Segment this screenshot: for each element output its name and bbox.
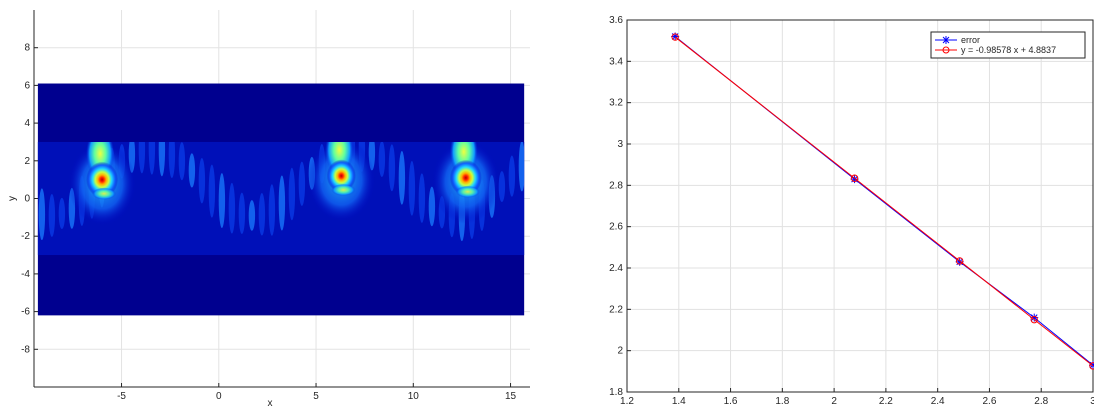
hotspot-lobe-0 — [92, 187, 117, 200]
y-tick-label-9: 3.6 — [609, 15, 623, 26]
legend-label-1: y = -0.98578 x + 4.8837 — [961, 45, 1056, 55]
series-1-point-0 — [671, 33, 679, 41]
x-tick-label-2: 1.6 — [724, 396, 738, 407]
x-tick-label-0: 1.2 — [620, 396, 634, 407]
ripple-19 — [228, 182, 236, 234]
heatmap-axes: -5 0 5 10 15 -8 -6 -4 -2 0 2 4 6 8 x y — [7, 10, 530, 409]
ripple-47 — [508, 155, 516, 197]
ripple-39 — [428, 186, 436, 227]
ripple-13 — [168, 141, 176, 179]
x-tick-label-8: 2.8 — [1034, 396, 1048, 407]
y-tick-label-2: 2.2 — [609, 304, 623, 315]
y-axis-label: y — [7, 196, 18, 201]
ripple-46 — [498, 171, 506, 203]
x-tick-label-6: 2.4 — [931, 396, 945, 407]
legend-marker-0 — [942, 36, 950, 44]
ripple-23 — [268, 184, 276, 236]
ripple-34 — [378, 141, 386, 177]
ripple-11 — [148, 141, 156, 175]
x-tick-label-4: 2 — [831, 396, 837, 407]
series-1-point-1 — [850, 174, 859, 182]
y-tick-label-1: 2 — [617, 346, 623, 357]
x-tick-label-2: 5 — [313, 391, 319, 402]
ripple-25 — [288, 167, 296, 221]
x-axis-label: x — [268, 398, 273, 408]
ripple-37 — [408, 161, 416, 216]
y-tick-label-8: 8 — [24, 43, 30, 54]
y-tick-label-2: -4 — [21, 269, 30, 280]
y-tick-label-7: 3.2 — [609, 98, 623, 109]
line-chart-axes: 1.2 1.4 1.6 1.8 2 2.2 2.4 2.6 2.8 3 1.8 2 2.2 2.4 2.6 2… — [609, 15, 1094, 407]
y-tick-label-3: -2 — [21, 231, 30, 242]
hotspot-lobe-2 — [455, 185, 480, 198]
y-tick-label-6: 3 — [617, 139, 623, 150]
line-chart-series — [671, 32, 1094, 370]
ripple-20 — [238, 192, 246, 235]
field-heatmap-chart: -5 0 5 10 15 -8 -6 -4 -2 0 2 4 6 8 x y — [7, 10, 530, 409]
legend-label-0: error — [961, 35, 980, 45]
x-tick-label-7: 2.6 — [982, 396, 996, 407]
y-tick-label-1: -6 — [21, 307, 30, 318]
ripple-24 — [278, 175, 286, 231]
series-line-1 — [674, 36, 1094, 367]
ripple-12 — [158, 141, 166, 177]
y-tick-label-6: 4 — [24, 118, 30, 129]
ripple-18 — [218, 173, 226, 229]
x-tick-label-3: 10 — [408, 391, 420, 402]
y-tick-label-0: 1.8 — [609, 387, 623, 398]
series-1-point-3 — [1030, 315, 1038, 324]
x-tick-label-9: 3 — [1090, 396, 1094, 407]
error-line-figure: 1.2 1.4 1.6 1.8 2 2.2 2.4 2.6 2.8 3 1.8 2 2.2 2.4 2.6 2… — [590, 0, 1094, 408]
series-1-point-4 — [1089, 362, 1094, 370]
hotspot-1 — [326, 159, 356, 193]
y-tick-label-4: 2.6 — [609, 222, 623, 233]
y-tick-label-0: -8 — [21, 344, 30, 355]
ripple-0 — [38, 188, 46, 241]
field-heatmap-figure: -5 0 5 10 15 -8 -6 -4 -2 0 2 4 6 8 x y — [0, 0, 530, 409]
field-hotspots — [68, 141, 500, 226]
ripple-14 — [178, 142, 186, 181]
x-tick-label-0: -5 — [117, 391, 126, 402]
ripple-2 — [58, 197, 66, 230]
y-tick-label-4: 0 — [24, 194, 30, 205]
ripple-10 — [138, 141, 146, 174]
ripple-1 — [48, 193, 56, 237]
x-tick-label-4: 15 — [505, 391, 517, 402]
y-tick-label-3: 2.4 — [609, 263, 623, 274]
x-tick-label-1: 0 — [216, 391, 222, 402]
y-tick-label-8: 3.4 — [609, 56, 623, 67]
x-tick-label-5: 2.2 — [879, 396, 893, 407]
x-tick-label-1: 1.4 — [672, 396, 686, 407]
ripple-48 — [518, 141, 525, 192]
x-tick-label-3: 1.8 — [775, 396, 789, 407]
ripple-15 — [188, 153, 196, 188]
y-tick-label-5: 2 — [24, 156, 30, 167]
series-1-point-2 — [955, 257, 964, 265]
hotspot-lobe-1 — [331, 183, 356, 196]
legend-marker-1 — [942, 46, 950, 54]
ripple-17 — [208, 164, 216, 218]
y-tick-label-7: 6 — [24, 80, 30, 91]
ripple-38 — [418, 173, 426, 223]
ripple-16 — [198, 157, 206, 204]
plot-frame — [626, 19, 1094, 393]
y-tick-label-5: 2.8 — [609, 180, 623, 191]
ripple-26 — [298, 161, 306, 206]
ripple-35 — [388, 144, 396, 192]
ripple-36 — [398, 151, 406, 205]
ripple-21 — [248, 200, 256, 231]
line-chart-grid — [626, 19, 1094, 393]
ripple-22 — [258, 192, 266, 236]
legend-box — [930, 31, 1086, 59]
error-convergence-chart: 1.2 1.4 1.6 1.8 2 2.2 2.4 2.6 2.8 3 1.8 2 2.2 2.4 2.6 2… — [609, 15, 1094, 407]
